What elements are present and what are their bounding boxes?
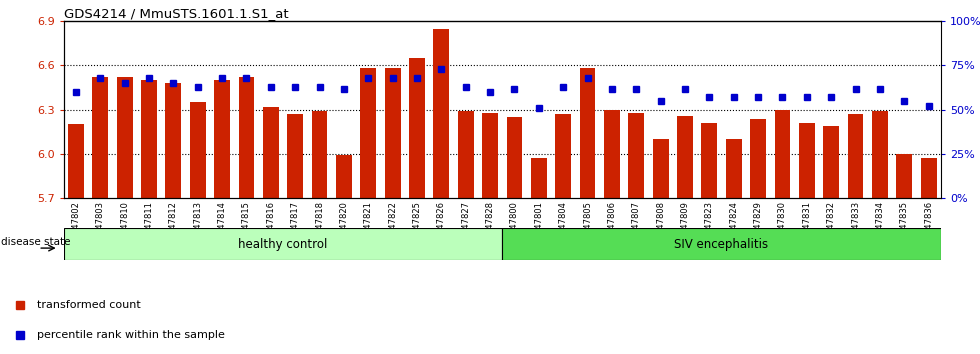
Bar	[653, 139, 668, 198]
Bar	[190, 102, 206, 198]
Bar	[507, 117, 522, 198]
Bar	[726, 139, 742, 198]
Bar	[361, 68, 376, 198]
Bar	[215, 80, 230, 198]
Bar	[409, 58, 425, 198]
Bar	[336, 155, 352, 198]
Text: transformed count: transformed count	[37, 299, 140, 310]
Bar	[579, 68, 596, 198]
Bar	[433, 29, 449, 198]
Text: GDS4214 / MmuSTS.1601.1.S1_at: GDS4214 / MmuSTS.1601.1.S1_at	[64, 7, 288, 20]
Bar	[702, 123, 717, 198]
Bar	[141, 80, 157, 198]
Text: healthy control: healthy control	[238, 238, 327, 251]
Bar	[287, 114, 303, 198]
Bar	[458, 111, 473, 198]
FancyBboxPatch shape	[502, 228, 941, 260]
Bar	[385, 68, 401, 198]
Bar	[872, 111, 888, 198]
Bar	[238, 77, 255, 198]
Bar	[263, 107, 278, 198]
Bar	[897, 154, 912, 198]
Bar	[556, 114, 571, 198]
Bar	[677, 116, 693, 198]
Bar	[750, 119, 766, 198]
Bar	[68, 125, 84, 198]
Bar	[531, 159, 547, 198]
Bar	[604, 110, 619, 198]
Bar	[117, 77, 132, 198]
Bar	[774, 110, 790, 198]
Bar	[920, 159, 937, 198]
Bar	[92, 77, 108, 198]
Text: disease state: disease state	[1, 237, 71, 247]
Bar	[166, 83, 181, 198]
Bar	[823, 126, 839, 198]
Text: SIV encephalitis: SIV encephalitis	[674, 238, 768, 251]
Bar	[482, 113, 498, 198]
Bar	[312, 111, 327, 198]
Bar	[628, 113, 644, 198]
Bar	[799, 123, 814, 198]
Bar	[848, 114, 863, 198]
FancyBboxPatch shape	[64, 228, 502, 260]
Text: percentile rank within the sample: percentile rank within the sample	[37, 330, 224, 339]
